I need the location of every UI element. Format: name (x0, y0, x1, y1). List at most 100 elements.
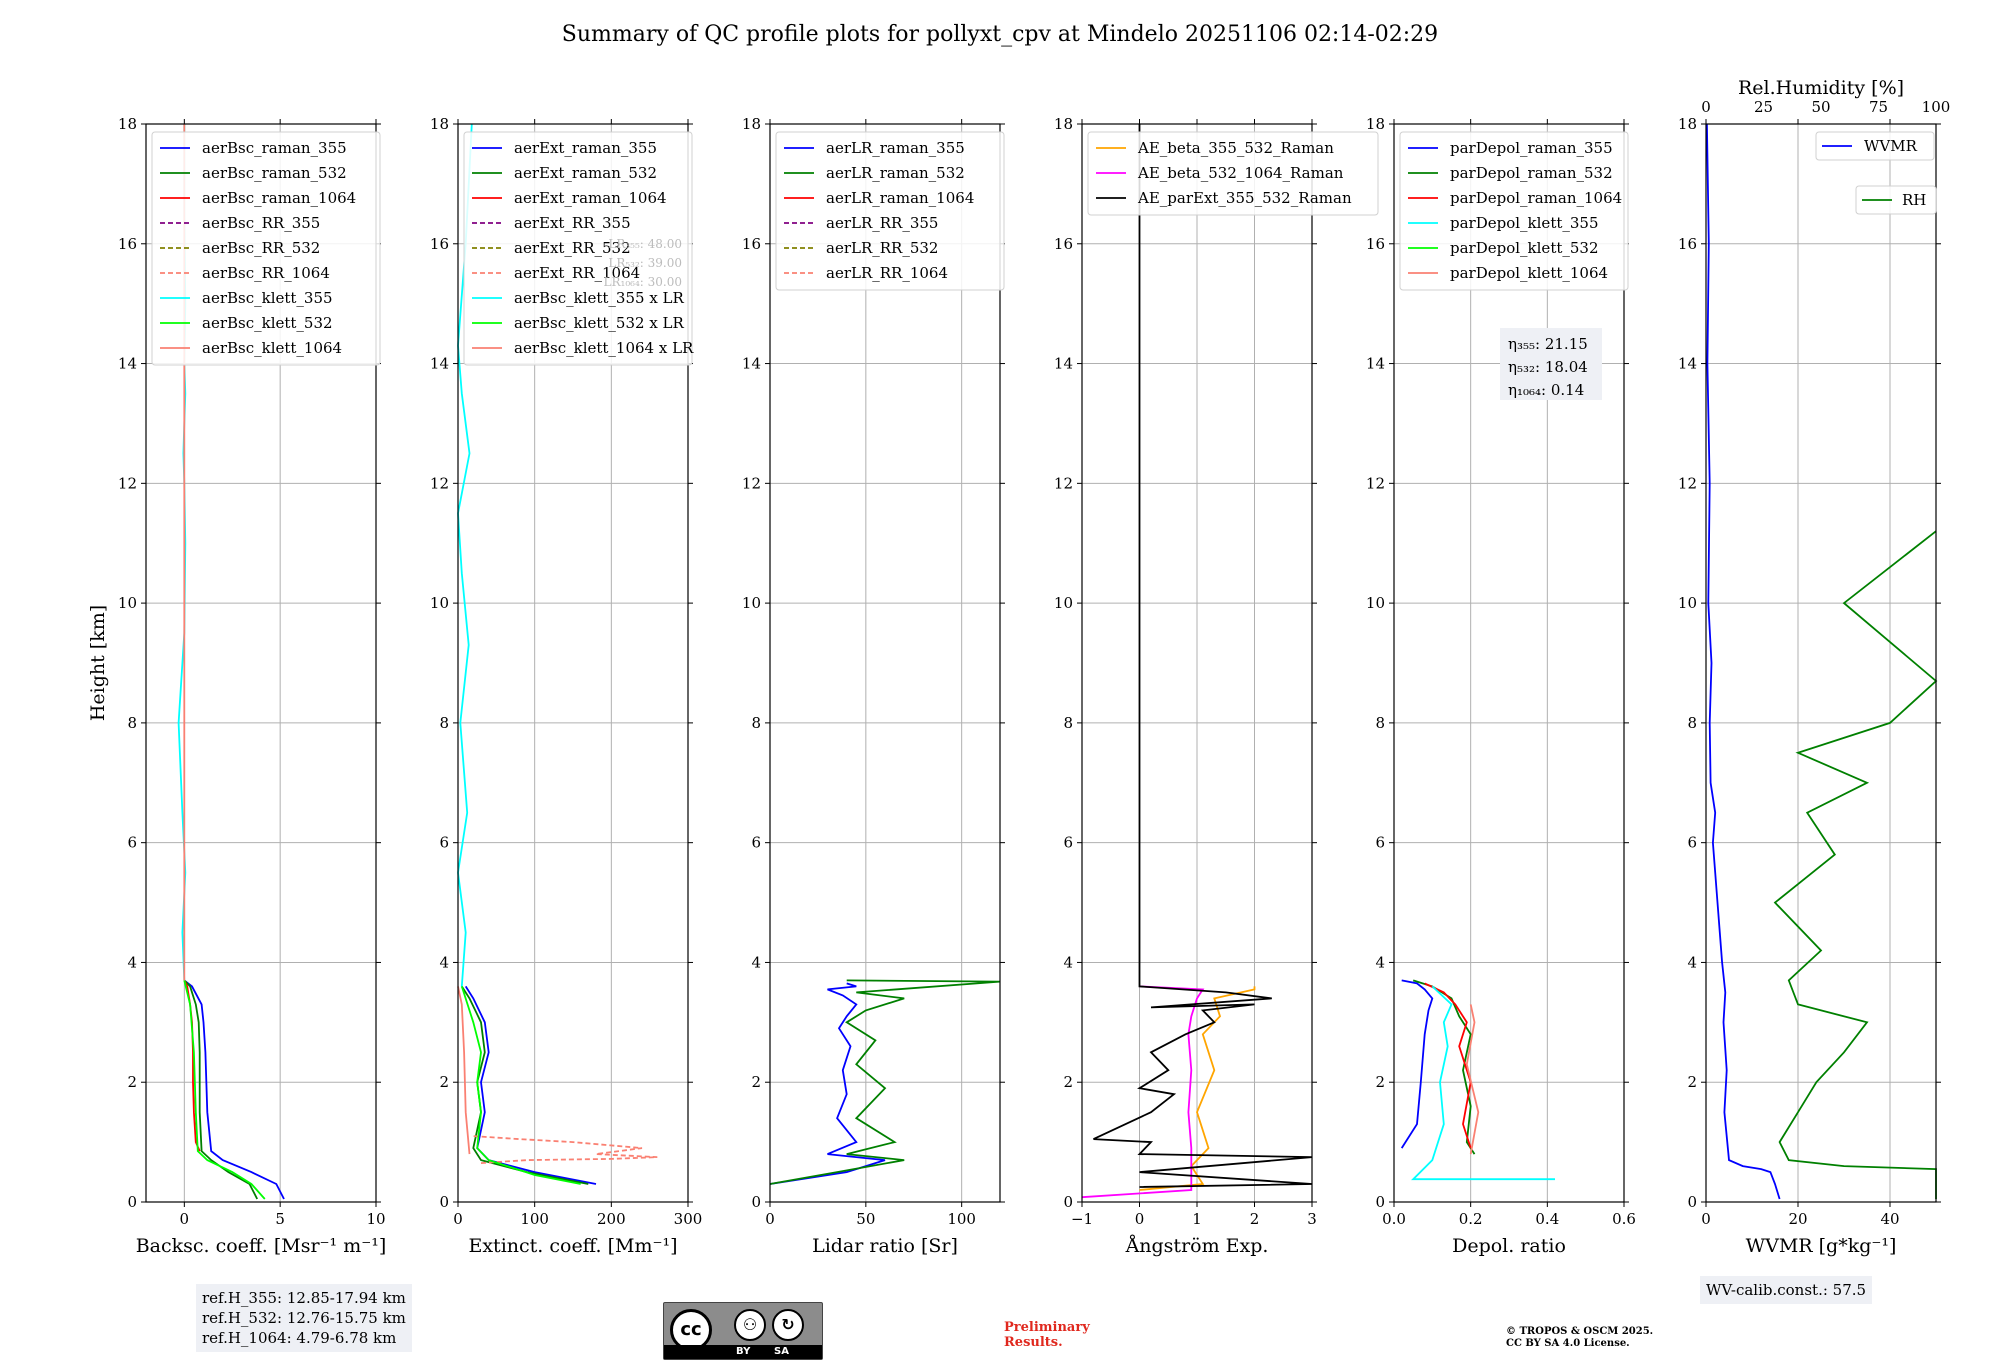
series-aerBsc_raman_355 (183, 979, 285, 1200)
xtick-label-ae: 2 (1250, 1210, 1260, 1228)
ytick-label-depol: 0 (1375, 1193, 1385, 1211)
legend-label-aerBsc_RR_355: aerBsc_RR_355 (202, 214, 320, 232)
legend-label-aerLR_raman_1064: aerLR_raman_1064 (826, 189, 974, 207)
ytick-label-ae: 14 (1054, 355, 1073, 373)
ytick-label-wv: 2 (1687, 1073, 1697, 1091)
ytick-label-wv: 16 (1678, 235, 1697, 253)
ref-height-box: ref.H_355: 12.85-17.94 km ref.H_532: 12.… (196, 1284, 412, 1352)
ytick-label-bsc: 14 (118, 355, 137, 373)
person-icon: ⚇ (734, 1309, 766, 1341)
eta-value-0: η₃₅₅: 21.15 (1508, 335, 1588, 353)
ytick-label-lr: 16 (742, 235, 761, 253)
ytick-label-wv: 10 (1678, 594, 1697, 612)
legend-label-aerExt_RR_1064: aerExt_RR_1064 (514, 264, 640, 282)
legend-label-aerBsc_RR_1064: aerBsc_RR_1064 (202, 264, 330, 282)
copyright-note: © TROPOS & OSCM 2025. CC BY SA 4.0 Licen… (1506, 1326, 1653, 1350)
xtick-label-ext: 300 (674, 1210, 703, 1228)
figure-title: Summary of QC profile plots for pollyxt_… (561, 22, 1439, 47)
legend-label-aerBsc_klett_532 x LR: aerBsc_klett_532 x LR (514, 314, 685, 332)
ytick-label-bsc: 18 (118, 115, 137, 133)
legend-box-wv (1815, 131, 1935, 161)
cc-license-badge: cc ⚇ ↻ BY SA (663, 1302, 823, 1360)
preliminary-line1: Preliminary (1004, 1320, 1090, 1335)
ytick-label-ext: 8 (439, 714, 449, 732)
ytick-label-lr: 8 (751, 714, 761, 732)
legend-label-WVMR: WVMR (1864, 137, 1918, 155)
legend-label-aerBsc_klett_1064 x LR: aerBsc_klett_1064 x LR (514, 339, 694, 357)
rh-tick-label: 75 (1869, 98, 1888, 116)
copyright-line1: © TROPOS & OSCM 2025. (1506, 1326, 1654, 1337)
legend-label-aerBsc_klett_532: aerBsc_klett_532 (202, 314, 333, 332)
ytick-label-ext: 4 (439, 953, 449, 971)
rh-tick-label: 100 (1922, 98, 1951, 116)
ytick-label-depol: 4 (1375, 953, 1385, 971)
xtick-label-bsc: 5 (275, 1210, 285, 1228)
legend-label-aerLR_RR_355: aerLR_RR_355 (826, 214, 938, 232)
series-AE_beta_532_1064_Raman (1081, 985, 1205, 1199)
ytick-label-ext: 12 (430, 474, 449, 492)
rh-axis-label: Rel.Humidity [%] (1738, 77, 1904, 99)
ytick-label-lr: 4 (751, 953, 761, 971)
eta-value-1: η₅₃₂: 18.04 (1508, 358, 1588, 376)
series-aerBsc_klett_1064 x LR (457, 986, 471, 1155)
series-WVMR (1706, 123, 1781, 1200)
xtick-label-wv: 40 (1880, 1210, 1899, 1228)
xtick-label-depol: 0.6 (1612, 1210, 1636, 1228)
legend-label-aerLR_raman_355: aerLR_raman_355 (826, 139, 965, 157)
legend-label-parDepol_raman_355: parDepol_raman_355 (1450, 139, 1613, 157)
preliminary-note: Preliminary Results. (1004, 1320, 1090, 1350)
panel-ae (1077, 119, 1379, 1207)
rh-tick-label: 0 (1701, 98, 1711, 116)
legend-label-AE_beta_532_1064_Raman: AE_beta_532_1064_Raman (1137, 164, 1344, 182)
series-aerBsc_klett_532 (183, 980, 266, 1200)
lr-annotation-1: LR₅₃₂: 39.00 (608, 256, 682, 270)
legend-label-parDepol_klett_532: parDepol_klett_532 (1450, 239, 1599, 257)
ytick-label-ext: 18 (430, 115, 449, 133)
legend-label-aerExt_raman_1064: aerExt_raman_1064 (514, 189, 667, 207)
legend-label-parDepol_raman_532: parDepol_raman_532 (1450, 164, 1613, 182)
xlabel-ext: Extinct. coeff. [Mm⁻¹] (468, 1235, 677, 1257)
ytick-label-ae: 0 (1063, 1193, 1073, 1211)
ytick-label-ae: 12 (1054, 474, 1073, 492)
xtick-label-lr: 100 (947, 1210, 976, 1228)
xlabel-lr: Lidar ratio [Sr] (812, 1235, 958, 1257)
panel-ext (453, 119, 693, 1207)
series-aerLR_raman_532 (769, 979, 1001, 1185)
xtick-label-depol: 0.4 (1535, 1210, 1559, 1228)
ytick-label-wv: 4 (1687, 953, 1697, 971)
legend-label-AE_parExt_355_532_Raman: AE_parExt_355_532_Raman (1137, 189, 1352, 207)
ytick-label-wv: 18 (1678, 115, 1697, 133)
legend-label-aerBsc_raman_1064: aerBsc_raman_1064 (202, 189, 356, 207)
ytick-label-depol: 14 (1366, 355, 1385, 373)
legend-label-aerLR_raman_532: aerLR_raman_532 (826, 164, 965, 182)
legend-label-aerExt_RR_355: aerExt_RR_355 (514, 214, 631, 232)
ytick-label-lr: 10 (742, 594, 761, 612)
axes-frame-wv (1705, 123, 1937, 1203)
legend-label-aerLR_RR_532: aerLR_RR_532 (826, 239, 938, 257)
xlabel-bsc: Backsc. coeff. [Msr⁻¹ m⁻¹] (136, 1235, 387, 1257)
ytick-label-wv: 0 (1687, 1193, 1697, 1211)
series-aerBsc_raman_1064 (183, 980, 201, 1152)
ytick-label-bsc: 6 (127, 834, 137, 852)
legend-box-lr (775, 131, 1005, 291)
legend-label-aerExt_RR_532: aerExt_RR_532 (514, 239, 631, 257)
xlabel-wv: WVMR [g*kg⁻¹] (1746, 1235, 1897, 1257)
ytick-label-ae: 18 (1054, 115, 1073, 133)
axes-frame-bsc (145, 123, 377, 1203)
cc-badge-bar: BY SA (664, 1345, 822, 1359)
ytick-label-depol: 18 (1366, 115, 1385, 133)
xtick-label-ae: 1 (1192, 1210, 1202, 1228)
series-AE_beta_355_532_Raman (1139, 986, 1256, 1191)
series-parDepol_klett_355 (1411, 985, 1555, 1181)
legend-label-aerBsc_klett_355 x LR: aerBsc_klett_355 x LR (514, 289, 685, 307)
ytick-label-depol: 6 (1375, 834, 1385, 852)
xtick-label-ae: −1 (1071, 1210, 1093, 1228)
panel-depol (1389, 119, 1629, 1207)
xtick-label-depol: 0.2 (1459, 1210, 1483, 1228)
series-parDepol_raman_355 (1400, 979, 1434, 1149)
ytick-label-lr: 6 (751, 834, 761, 852)
eta-box (1500, 328, 1602, 400)
legend-label-aerLR_RR_1064: aerLR_RR_1064 (826, 264, 948, 282)
ytick-label-ext: 10 (430, 594, 449, 612)
ytick-label-bsc: 8 (127, 714, 137, 732)
